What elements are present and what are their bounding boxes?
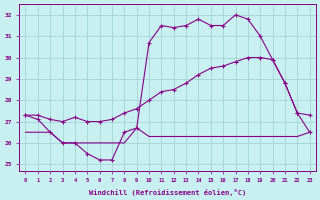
X-axis label: Windchill (Refroidissement éolien,°C): Windchill (Refroidissement éolien,°C): [89, 189, 246, 196]
